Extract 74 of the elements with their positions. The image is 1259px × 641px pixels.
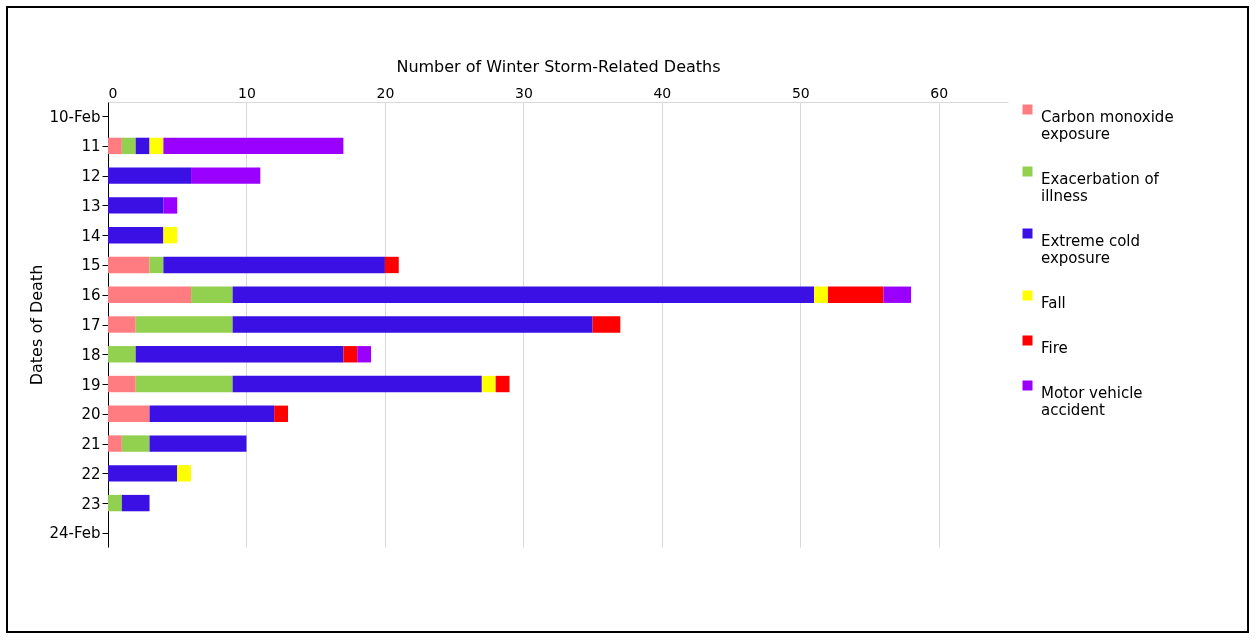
bar (828, 286, 884, 303)
y-axis-title: Dates of Death (27, 264, 47, 386)
y-tick-label: 18 (81, 345, 101, 364)
bar (384, 256, 399, 274)
x-tick-label: 30 (514, 84, 533, 101)
bar (592, 316, 621, 333)
x-tick-label: 50 (791, 84, 810, 101)
x-tick-label: 40 (653, 84, 672, 101)
bar (135, 316, 233, 333)
bar (883, 286, 912, 303)
y-tick-label: 15 (81, 256, 101, 275)
bar (149, 137, 164, 155)
bar (121, 494, 150, 512)
bar (232, 316, 593, 333)
bar (177, 465, 192, 482)
bar (163, 227, 178, 244)
y-tick-label: 12 (81, 167, 101, 186)
y-tick-label: 14 (81, 226, 101, 245)
y-tick-label: 11 (81, 137, 101, 156)
bar (108, 375, 136, 393)
bar (135, 346, 344, 363)
bar (163, 256, 385, 274)
bar (495, 375, 510, 393)
bar (814, 286, 828, 303)
x-tick-label: 10 (238, 84, 256, 101)
bar (191, 286, 233, 303)
bar (135, 375, 233, 393)
y-tick-label: 13 (81, 196, 101, 215)
bar (232, 375, 482, 393)
legend-label: Fall (1041, 293, 1066, 312)
bar (108, 435, 122, 452)
legend-label: Exacerbation of illness (1041, 169, 1160, 205)
bar (163, 197, 178, 214)
x-tick-label: 20 (376, 84, 395, 101)
bar (163, 137, 344, 155)
y-tick-label: 20 (81, 405, 101, 424)
bar (135, 137, 150, 155)
bar (149, 405, 275, 422)
y-tick-label: 21 (81, 435, 101, 454)
bar (357, 346, 372, 363)
bar (274, 405, 288, 422)
bar (108, 465, 178, 482)
x-tick-label: 0 (108, 84, 118, 101)
y-tick-label: 24-Feb (49, 524, 101, 543)
bar (108, 256, 150, 274)
bar (108, 286, 192, 303)
bar (121, 435, 150, 452)
bar (121, 137, 136, 155)
bar (232, 286, 815, 303)
y-tick-label: 16 (81, 286, 101, 305)
bar (108, 197, 164, 214)
bar (108, 137, 122, 155)
bar (108, 227, 164, 244)
legend-label: Motor vehicle accident (1041, 383, 1143, 419)
bar (108, 316, 136, 333)
y-tick-label: 10-Feb (49, 107, 101, 126)
y-tick-label: 19 (81, 375, 101, 394)
bar (343, 346, 358, 363)
legend-label: Carbon monoxide exposure (1041, 107, 1174, 143)
bar (108, 346, 136, 363)
bar (108, 494, 122, 512)
bar (108, 405, 150, 422)
x-axis-title: Number of Winter Storm-Related Deaths (396, 56, 721, 76)
y-tick-label: 22 (81, 464, 101, 483)
bar (108, 167, 192, 184)
legend-label: Extreme cold exposure (1041, 231, 1141, 267)
legend-label: Fire (1041, 338, 1068, 357)
x-tick-label: 60 (930, 84, 949, 101)
bar (191, 167, 261, 184)
y-tick-label: 23 (81, 494, 101, 513)
bar (149, 435, 247, 452)
y-tick-label: 17 (81, 316, 101, 334)
bar (149, 256, 164, 274)
bar (481, 375, 496, 393)
